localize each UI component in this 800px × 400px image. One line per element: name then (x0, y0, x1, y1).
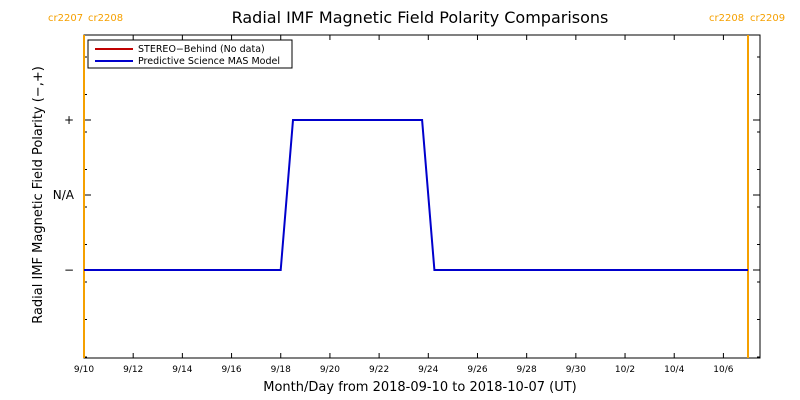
x-tick-label: 9/18 (271, 365, 291, 375)
x-tick-label: 10/4 (664, 365, 684, 375)
x-tick-label: 9/10 (74, 365, 94, 375)
x-tick-label: 9/24 (418, 365, 438, 375)
x-tick-label: 9/30 (566, 365, 586, 375)
x-tick-label: 9/22 (369, 365, 389, 375)
series-line (84, 119, 748, 271)
x-tick-label: 9/26 (467, 365, 487, 375)
carrington-rotation-markers: cr2207 cr2208 cr2208 cr2209 (48, 13, 785, 358)
carrington-label-after: cr2208 (88, 13, 123, 24)
legend-label-stereo: STEREO−Behind (No data) (138, 44, 265, 55)
x-tick-label: 10/6 (713, 365, 733, 375)
x-tick-label: 9/12 (123, 365, 143, 375)
y-level-label: − (64, 263, 74, 277)
x-tick-label: 9/28 (517, 365, 537, 375)
plot-frame (83, 34, 761, 359)
x-axis-ticks: 9/10 9/12 9/14 9/16 9/18 9/20 9/22 9/24 9/26 9/28… (74, 35, 734, 375)
carrington-label-before: cr2207 (48, 13, 83, 24)
x-axis-title: Month/Day from 2018-09-10 to 2018-10-07 … (263, 380, 576, 395)
chart-title: Radial IMF Magnetic Field Polarity Compa… (232, 8, 609, 27)
x-tick-label: 9/16 (221, 365, 241, 375)
legend: STEREO−Behind (No data) Predictive Scien… (87, 39, 293, 69)
series-lines (84, 119, 748, 271)
y-level-label: N/A (53, 188, 75, 202)
legend-box (87, 39, 293, 69)
x-tick-label: 10/2 (615, 365, 635, 375)
legend-label-mas-model: Predictive Science MAS Model (138, 56, 280, 67)
x-tick-label: 9/20 (320, 365, 340, 375)
y-axis-levels: + N/A − (53, 56, 760, 358)
carrington-label-before: cr2208 (709, 13, 744, 24)
y-axis-title: Radial IMF Magnetic Field Polarity (−,+) (31, 66, 46, 324)
y-level-label: + (64, 113, 74, 127)
carrington-label-after: cr2209 (750, 13, 785, 24)
x-tick-label: 9/14 (172, 365, 192, 375)
